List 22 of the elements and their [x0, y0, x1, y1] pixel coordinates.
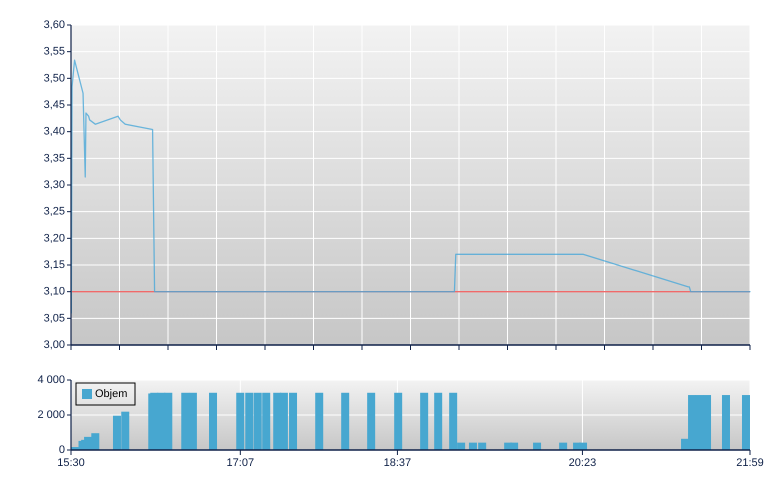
y-tick-label: 3,05 — [44, 312, 65, 324]
y-tick-label: 3,25 — [44, 206, 65, 218]
y-tick-label: 0 — [58, 444, 65, 456]
y-tick-label: 3,40 — [44, 126, 65, 138]
y-tick-label: 3,55 — [44, 46, 65, 58]
y-tick-label: 3,20 — [44, 232, 65, 244]
y-tick-label: 3,15 — [44, 259, 65, 271]
y-tick-label: 3,45 — [44, 99, 65, 111]
x-tick-label: 15:30 — [57, 457, 85, 469]
x-tick-label: 18:37 — [384, 457, 412, 469]
x-tick-label: 20:23 — [568, 457, 596, 469]
legend-label: Objem — [95, 388, 128, 400]
x-tick-label: 21:59 — [736, 457, 764, 469]
y-tick-label: 3,00 — [44, 339, 65, 351]
y-tick-label: 3,50 — [44, 72, 65, 84]
x-tick-label: 17:07 — [226, 457, 254, 469]
y-tick-label: 2 000 — [37, 409, 65, 421]
y-tick-label: 3,60 — [44, 19, 65, 31]
y-tick-label: 3,30 — [44, 179, 65, 191]
y-tick-label: 3,10 — [44, 286, 65, 298]
y-tick-label: 3,35 — [44, 152, 65, 164]
y-tick-label: 4 000 — [37, 374, 65, 386]
